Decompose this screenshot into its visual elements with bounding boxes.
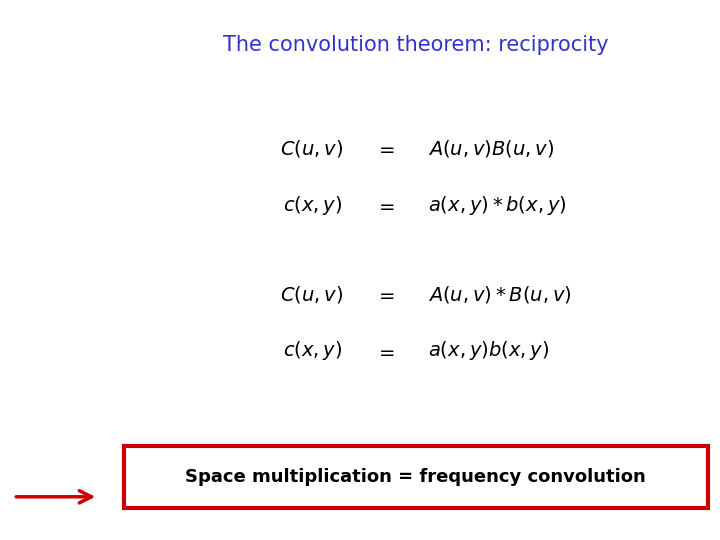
Text: $=$: $=$	[375, 195, 395, 215]
Text: $C(u, v)$: $C(u, v)$	[279, 138, 343, 159]
FancyBboxPatch shape	[124, 446, 708, 508]
Text: $C(u, v)$: $C(u, v)$	[279, 284, 343, 305]
Text: $c(x, y)$: $c(x, y)$	[284, 340, 343, 362]
Text: $=$: $=$	[375, 139, 395, 158]
Text: $A(u, v) * B(u, v)$: $A(u, v) * B(u, v)$	[428, 284, 572, 305]
Text: $c(x, y)$: $c(x, y)$	[284, 194, 343, 217]
Text: The convolution theorem: reciprocity: The convolution theorem: reciprocity	[223, 35, 608, 55]
Text: $=$: $=$	[375, 341, 395, 361]
Text: $a(x, y) * b(x, y)$: $a(x, y) * b(x, y)$	[428, 194, 567, 217]
Text: Computer: Computer	[17, 54, 94, 68]
Text: $a(x, y)b(x, y)$: $a(x, y)b(x, y)$	[428, 340, 549, 362]
Text: Vision: Vision	[32, 97, 79, 111]
Text: $A(u, v)B(u, v)$: $A(u, v)B(u, v)$	[428, 138, 554, 159]
Text: $=$: $=$	[375, 285, 395, 304]
Text: Space multiplication = frequency convolution: Space multiplication = frequency convolu…	[186, 468, 646, 485]
